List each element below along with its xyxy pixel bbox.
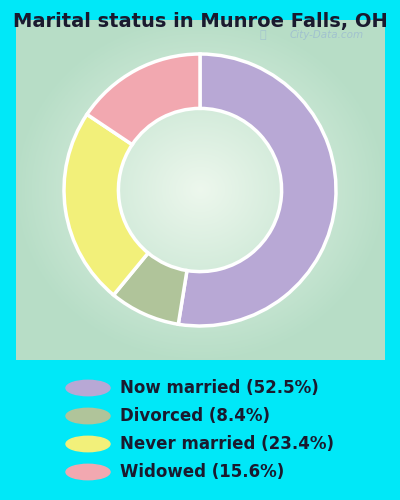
Circle shape: [66, 380, 110, 396]
Wedge shape: [87, 54, 200, 144]
Text: Never married (23.4%): Never married (23.4%): [120, 435, 334, 453]
Circle shape: [66, 464, 110, 479]
Wedge shape: [64, 114, 148, 295]
Text: Marital status in Munroe Falls, OH: Marital status in Munroe Falls, OH: [13, 12, 387, 32]
Wedge shape: [178, 54, 336, 326]
Text: Now married (52.5%): Now married (52.5%): [120, 379, 319, 397]
Text: City-Data.com: City-Data.com: [289, 30, 363, 40]
Wedge shape: [114, 253, 187, 324]
Text: Widowed (15.6%): Widowed (15.6%): [120, 463, 284, 481]
Circle shape: [66, 436, 110, 452]
Text: Divorced (8.4%): Divorced (8.4%): [120, 407, 270, 425]
Circle shape: [66, 408, 110, 424]
Text: ⦿: ⦿: [260, 30, 266, 40]
